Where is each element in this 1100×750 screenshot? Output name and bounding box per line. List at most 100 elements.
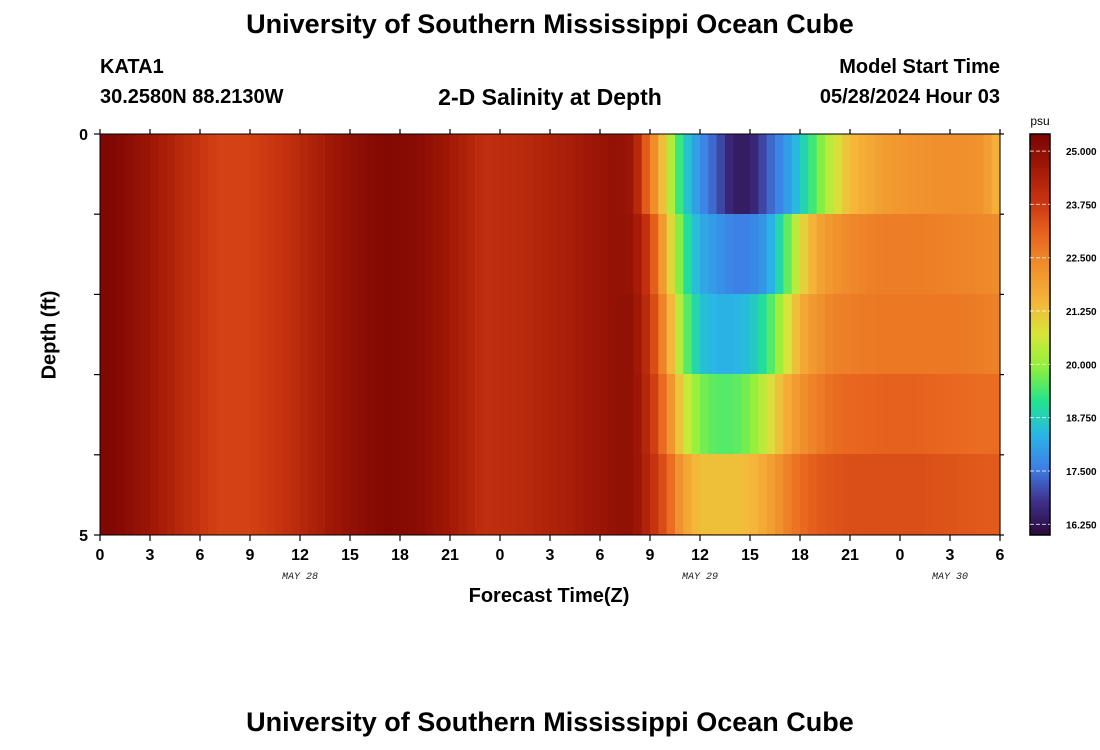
- heatmap-cell: [900, 134, 909, 214]
- heatmap-cell: [375, 214, 384, 294]
- heatmap-cell: [125, 374, 134, 454]
- heatmap-cell: [783, 134, 793, 214]
- heatmap-cell: [791, 294, 801, 374]
- heatmap-cell: [891, 294, 901, 374]
- heatmap-cell: [150, 454, 159, 534]
- heatmap-cell: [333, 374, 343, 454]
- heatmap-cell: [650, 134, 659, 214]
- y-axis-ticks: 05: [79, 127, 1004, 545]
- heatmap-cell: [133, 294, 143, 374]
- heatmap-cell: [658, 214, 668, 294]
- colorbar-unit: psu: [1030, 114, 1049, 128]
- heatmap-cell: [725, 294, 734, 374]
- heatmap-cell: [200, 134, 209, 214]
- heatmap-cell: [666, 214, 676, 294]
- heatmap-cell: [958, 374, 968, 454]
- heatmap-cell: [391, 374, 401, 454]
- heatmap-cell: [941, 294, 951, 374]
- heatmap-cell: [808, 214, 818, 294]
- heatmap-cell: [575, 134, 584, 214]
- heatmap-cell: [291, 214, 301, 294]
- heatmap-cell: [791, 214, 801, 294]
- heatmap-cell: [508, 294, 518, 374]
- heatmap-cell: [750, 294, 759, 374]
- heatmap-cell: [233, 454, 243, 534]
- heatmap-cell: [891, 134, 901, 214]
- heatmap-cell: [716, 294, 726, 374]
- colorbar: psu 25.000 23.750 22.500 21.250 20.000 18.750 1…: [1029, 114, 1097, 536]
- heatmap-cell: [741, 374, 751, 454]
- heatmap-cell: [408, 454, 418, 534]
- date-label: MAY 28: [282, 572, 318, 583]
- heatmap-cell: [383, 214, 393, 294]
- heatmap-cell: [150, 294, 159, 374]
- heatmap-cell: [383, 374, 393, 454]
- heatmap-cell: [466, 294, 476, 374]
- heatmap-cell: [558, 134, 568, 214]
- heatmap-cell: [425, 374, 434, 454]
- heatmap-cell: [966, 374, 976, 454]
- heatmap-cell: [208, 454, 218, 534]
- heatmap-cell: [108, 214, 118, 294]
- heatmap-cell: [816, 294, 826, 374]
- heatmap-cell: [583, 374, 593, 454]
- heatmap-cell: [416, 374, 426, 454]
- heatmap-cell: [783, 294, 793, 374]
- heatmap-cell: [891, 454, 901, 534]
- heatmap-cell: [575, 214, 584, 294]
- heatmap-cell: [975, 134, 984, 214]
- heatmap-cell: [441, 214, 451, 294]
- heatmap-cell: [375, 134, 384, 214]
- heatmap-cell: [608, 374, 618, 454]
- heatmap-cell: [191, 294, 201, 374]
- heatmap-cell: [158, 454, 168, 534]
- heatmap-cell: [825, 214, 834, 294]
- heatmap-cell: [191, 374, 201, 454]
- heatmap-cell: [250, 294, 259, 374]
- heatmap-cell: [866, 374, 876, 454]
- heatmap-cell: [333, 294, 343, 374]
- heatmap-cell: [350, 374, 359, 454]
- heatmap-cell: [983, 134, 993, 214]
- heatmap-cell: [583, 214, 593, 294]
- heatmap-cell: [150, 134, 159, 214]
- heatmap-cell: [541, 134, 551, 214]
- heatmap-cell: [525, 134, 534, 214]
- heatmap-cell: [466, 214, 476, 294]
- heatmap-cell: [341, 374, 351, 454]
- page-title: University of Southern Mississippi Ocean…: [246, 9, 854, 39]
- heatmap-cell: [866, 294, 876, 374]
- heatmap-cell: [900, 214, 909, 294]
- x-axis-label: Forecast Time(Z): [468, 585, 630, 607]
- heatmap-cell: [541, 454, 551, 534]
- heatmap-cell: [300, 214, 309, 294]
- heatmap-cell: [833, 294, 843, 374]
- heatmap-cell: [625, 454, 634, 534]
- heatmap-cell: [425, 134, 434, 214]
- heatmap-cell: [308, 374, 318, 454]
- heatmap-cell: [725, 134, 734, 214]
- heatmap-cell: [141, 454, 151, 534]
- heatmap-cell: [758, 214, 768, 294]
- heatmap-cell: [975, 214, 984, 294]
- heatmap-cell: [658, 454, 668, 534]
- heatmap-cell: [758, 374, 768, 454]
- heatmap-cell: [125, 214, 134, 294]
- heatmap-cell: [516, 294, 526, 374]
- heatmap-cell: [483, 294, 493, 374]
- heatmap-cell: [900, 374, 909, 454]
- heatmap-cell: [216, 374, 226, 454]
- heatmap-cell: [991, 454, 1001, 534]
- heatmap-cell: [841, 294, 851, 374]
- heatmap-cell: [750, 214, 759, 294]
- heatmap-cell: [408, 374, 418, 454]
- heatmap-cell: [175, 374, 184, 454]
- heatmap-cell: [641, 214, 651, 294]
- heatmap-cell: [291, 134, 301, 214]
- heatmap-cell: [766, 134, 776, 214]
- heatmap-cell: [925, 374, 934, 454]
- heatmap-cell: [550, 454, 559, 534]
- heatmap-cell: [166, 294, 176, 374]
- heatmap-cell: [766, 374, 776, 454]
- heatmap-cell: [900, 454, 909, 534]
